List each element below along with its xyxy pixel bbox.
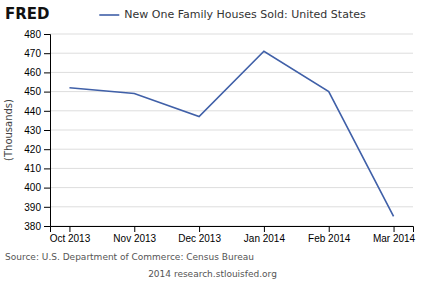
y-tick-mark — [44, 111, 50, 112]
line — [69, 51, 393, 216]
y-tick: 380 — [24, 221, 50, 232]
y-tick-mark — [44, 188, 50, 189]
x-tick-label: Oct 2013 — [50, 233, 91, 244]
x-axis-line — [51, 227, 414, 233]
x-tick-label: Jan 2014 — [244, 233, 286, 244]
y-tick: 460 — [24, 67, 50, 78]
y-tick: 430 — [24, 125, 50, 136]
y-tick-mark — [44, 130, 50, 131]
y-tick: 400 — [24, 182, 50, 193]
y-tick-label: 430 — [24, 125, 41, 136]
y-tick-label: 480 — [24, 29, 41, 40]
x-tick: Dec 2013 — [178, 226, 221, 244]
y-tick-mark — [44, 226, 50, 227]
y-tick: 470 — [24, 48, 50, 59]
y-tick-label: 450 — [24, 86, 41, 97]
x-tick-mark — [69, 226, 70, 232]
y-tick-label: 460 — [24, 67, 41, 78]
y-tick-label: 380 — [24, 221, 41, 232]
grid-line — [50, 53, 413, 54]
y-tick-label: 390 — [24, 202, 41, 213]
legend-label: New One Family Houses Sold: United State… — [124, 8, 366, 21]
x-tick: Nov 2013 — [113, 226, 156, 244]
y-axis-line — [44, 35, 51, 227]
y-tick-mark — [44, 207, 50, 208]
x-tick: Feb 2014 — [308, 226, 351, 244]
grid-line — [50, 72, 413, 73]
legend: New One Family Houses Sold: United State… — [99, 8, 366, 21]
x-tick-mark — [394, 226, 395, 232]
grid-line — [50, 110, 413, 111]
y-tick: 440 — [24, 106, 50, 117]
chart: 380 390 400 410 420 430 440 450 460 470 480 Oct 201… — [0, 0, 425, 282]
y-tick-label: 440 — [24, 106, 41, 117]
y-tick-mark — [44, 72, 50, 73]
y-tick-label: 410 — [24, 163, 41, 174]
x-axis: Oct 2013 Nov 2013 Dec 2013 Jan 2014 Feb 2014… — [50, 226, 416, 244]
x-tick-mark — [199, 226, 200, 232]
plot-area: 380 390 400 410 420 430 440 450 460 470 480 Oct 201… — [24, 29, 415, 244]
x-tick-mark — [134, 226, 135, 232]
y-axis-title: (Thousands) — [3, 99, 14, 161]
legend-swatch — [99, 14, 119, 16]
x-tick-label: Nov 2013 — [113, 233, 156, 244]
grid-line — [50, 130, 413, 131]
grid-line — [50, 168, 413, 169]
x-tick-label: Feb 2014 — [308, 233, 351, 244]
x-tick: Jan 2014 — [244, 226, 286, 244]
grid-line — [50, 187, 413, 188]
source-text: Source: U.S. Department of Commerce: Cen… — [5, 252, 254, 262]
y-tick-mark — [44, 92, 50, 93]
footer-text: 2014 research.stlouisfed.org — [148, 269, 277, 279]
y-tick-mark — [44, 34, 50, 35]
y-tick: 480 — [24, 29, 50, 40]
grid — [50, 34, 413, 226]
y-tick: 420 — [24, 144, 50, 155]
y-tick-mark — [44, 168, 50, 169]
x-tick-mark — [264, 226, 265, 232]
y-axis: 380 390 400 410 420 430 440 450 460 470 480 — [24, 29, 50, 232]
grid-line — [50, 206, 413, 207]
grid-line — [50, 34, 413, 35]
y-tick-label: 420 — [24, 144, 41, 155]
logo-text: FRED — [5, 5, 50, 23]
y-tick: 410 — [24, 163, 50, 174]
y-tick-mark — [44, 53, 50, 54]
marks — [69, 51, 393, 216]
x-tick-label: Dec 2013 — [178, 233, 221, 244]
x-tick-label: Mar 2014 — [373, 233, 416, 244]
y-tick-mark — [44, 149, 50, 150]
x-tick: Mar 2014 — [373, 226, 416, 244]
y-tick: 450 — [24, 86, 50, 97]
y-tick-label: 470 — [24, 48, 41, 59]
x-tick: Oct 2013 — [50, 226, 91, 244]
y-tick-label: 400 — [24, 182, 41, 193]
y-tick: 390 — [24, 202, 50, 213]
x-tick-mark — [329, 226, 330, 232]
